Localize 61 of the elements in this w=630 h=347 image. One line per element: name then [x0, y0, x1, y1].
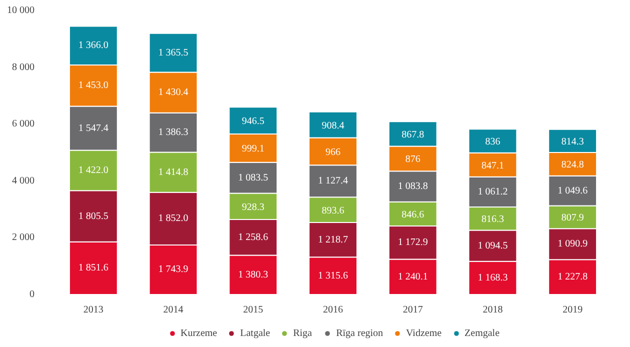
- y-tick-label: 2 000: [12, 232, 34, 244]
- y-tick-label: 10 000: [7, 5, 34, 16]
- data-label: 1 851.6: [78, 262, 108, 274]
- x-tick-label: 2013: [83, 304, 104, 316]
- legend-label: Kurzeme: [180, 328, 218, 338]
- data-label: 1 258.6: [238, 232, 268, 243]
- data-label: 1 386.3: [158, 127, 188, 138]
- legend-label: Rīga region: [336, 328, 384, 338]
- y-tick-label: 0: [30, 289, 34, 300]
- data-label: 836: [485, 136, 500, 148]
- legend-label: Zemgale: [464, 328, 500, 338]
- data-label: 1 414.8: [158, 166, 188, 178]
- data-label: 846.6: [402, 209, 424, 220]
- data-label: 1 805.5: [78, 210, 108, 222]
- x-tick-label: 2018: [482, 304, 503, 316]
- data-label: 1 090.9: [558, 238, 588, 250]
- legend-label: Latgale: [240, 328, 270, 338]
- data-label: 1 083.8: [398, 181, 428, 192]
- y-tick-label: 6 000: [12, 118, 34, 130]
- data-label: 1 547.4: [78, 122, 108, 134]
- data-label: 847.1: [481, 160, 504, 172]
- data-label: 1 365.5: [158, 47, 188, 58]
- data-label: 1 240.1: [398, 271, 428, 282]
- data-label: 1 094.5: [478, 240, 508, 252]
- data-label: 1 049.6: [558, 185, 588, 196]
- x-tick-label: 2019: [562, 304, 583, 316]
- data-label: 1 172.9: [398, 237, 428, 248]
- data-label: 1 743.9: [158, 264, 188, 276]
- data-label: 1 430.4: [158, 87, 188, 98]
- data-label: 1 366.0: [78, 40, 108, 52]
- y-tick-label: 4 000: [12, 175, 34, 186]
- legend-label: Riga: [293, 328, 313, 338]
- data-label: 928.3: [242, 202, 264, 213]
- data-label: 1 453.0: [78, 80, 108, 92]
- legend-label: Vidzeme: [406, 328, 442, 338]
- data-label: 999.1: [242, 144, 264, 155]
- data-label: 867.8: [402, 129, 424, 140]
- x-tick-label: 2016: [323, 304, 343, 316]
- x-tick-label: 2014: [163, 304, 184, 316]
- data-label: 908.4: [322, 120, 344, 132]
- data-label: 1 422.0: [78, 164, 108, 176]
- y-tick-label: 8 000: [12, 62, 34, 73]
- data-label: 1 061.2: [478, 186, 508, 198]
- x-tick-label: 2017: [402, 304, 423, 316]
- data-label: 1 083.5: [238, 172, 268, 184]
- data-label: 966: [326, 146, 340, 158]
- data-label: 807.9: [561, 212, 584, 224]
- data-label: 1 315.6: [318, 270, 348, 282]
- data-label: 1 852.0: [158, 213, 188, 224]
- x-tick-label: 2015: [243, 304, 264, 316]
- data-label: 1 227.8: [558, 272, 588, 283]
- data-label: 876: [405, 154, 420, 166]
- data-label: 1 127.4: [318, 176, 348, 187]
- data-label: 816.3: [481, 214, 504, 226]
- data-label: 1 168.3: [478, 272, 508, 284]
- data-label: 946.5: [242, 116, 264, 128]
- data-label: 893.6: [322, 205, 344, 216]
- data-label: 824.8: [561, 160, 584, 171]
- data-label: 1 380.3: [238, 269, 268, 280]
- data-label: 1 218.7: [318, 234, 348, 246]
- data-label: 814.3: [561, 136, 584, 148]
